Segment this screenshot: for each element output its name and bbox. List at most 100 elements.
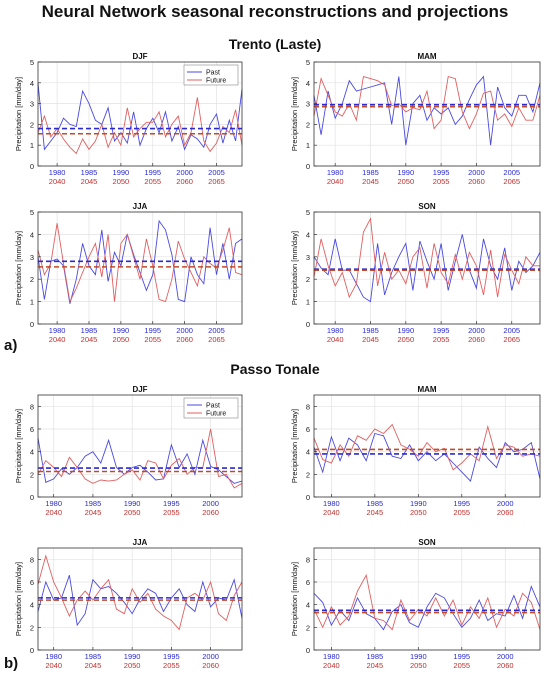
plot-area xyxy=(314,395,540,497)
x-tick-label-future: 2045 xyxy=(367,661,384,670)
x-tick-label-future: 2060 xyxy=(468,177,485,186)
x-tick-label-future: 2060 xyxy=(497,661,514,670)
x-tick-label-past: 1980 xyxy=(327,168,344,177)
chart-title: JJA xyxy=(133,202,148,211)
x-tick-label-future: 2060 xyxy=(497,508,514,517)
y-tick-label: 1 xyxy=(30,141,34,150)
y-tick-label: 4 xyxy=(306,79,310,88)
x-tick-label-future: 2060 xyxy=(176,177,193,186)
x-tick-label-past: 1990 xyxy=(397,326,414,335)
y-tick-label: 2 xyxy=(30,623,34,632)
x-tick-label-future: 2050 xyxy=(410,508,427,517)
y-tick-label: 2 xyxy=(30,470,34,479)
series-line-future xyxy=(37,428,243,489)
x-tick-label-past: 1990 xyxy=(410,652,427,661)
x-tick-label-past: 2000 xyxy=(176,326,193,335)
plot-area xyxy=(38,212,242,324)
x-tick-label-past: 1985 xyxy=(85,652,102,661)
x-tick-label-future: 2050 xyxy=(397,177,414,186)
series-line-future xyxy=(37,554,243,631)
y-tick-label: 1 xyxy=(306,298,310,307)
x-tick-label-future: 2040 xyxy=(323,661,340,670)
y-tick-label: 3 xyxy=(306,253,310,262)
y-tick-label: 2 xyxy=(30,120,34,129)
y-axis-label: Precipitation [mm/day] xyxy=(290,77,299,151)
y-tick-label: 8 xyxy=(30,402,34,411)
x-tick-label-past: 1995 xyxy=(163,652,180,661)
x-tick-label-past: 1985 xyxy=(362,326,379,335)
y-tick-label: 6 xyxy=(306,425,310,434)
x-tick-label-past: 1990 xyxy=(113,168,130,177)
x-tick-label-past: 1990 xyxy=(113,326,130,335)
y-tick-label: 3 xyxy=(306,100,310,109)
x-tick-label-future: 2065 xyxy=(208,335,225,344)
y-tick-label: 2 xyxy=(306,470,310,479)
x-tick-label-past: 1980 xyxy=(327,326,344,335)
site-title-passo-tonale: Passo Tonale xyxy=(230,361,320,377)
x-tick-label-past: 1985 xyxy=(81,326,98,335)
x-tick-label-future: 2055 xyxy=(433,177,450,186)
y-tick-label: 5 xyxy=(30,208,34,217)
x-tick-label-future: 2060 xyxy=(176,335,193,344)
x-tick-label-past: 1980 xyxy=(323,499,340,508)
y-tick-label: 0 xyxy=(306,320,310,329)
x-tick-label-future: 2040 xyxy=(323,508,340,517)
x-tick-label-past: 2005 xyxy=(208,326,225,335)
x-tick-label-past: 2000 xyxy=(176,168,193,177)
y-tick-label: 4 xyxy=(306,230,310,239)
y-axis-label: Precipitation [mm/day] xyxy=(14,231,23,305)
x-tick-label-past: 1980 xyxy=(45,499,62,508)
x-tick-label-future: 2040 xyxy=(49,335,66,344)
chart-title: JJA xyxy=(133,538,148,547)
chart-title: MAM xyxy=(417,52,436,61)
x-tick-label-future: 2050 xyxy=(124,661,141,670)
axes-frame xyxy=(37,211,243,325)
chart-title: SON xyxy=(418,538,436,547)
y-tick-label: 6 xyxy=(306,578,310,587)
y-tick-label: 5 xyxy=(306,58,310,67)
x-tick-label-past: 2000 xyxy=(468,326,485,335)
y-axis-label: Precipitation [mm/day] xyxy=(14,409,23,483)
x-tick-label-future: 2055 xyxy=(453,661,470,670)
x-tick-label-future: 2055 xyxy=(144,335,161,344)
x-tick-label-future: 2060 xyxy=(202,661,219,670)
legend-label-past: Past xyxy=(206,403,220,410)
x-tick-label-future: 2045 xyxy=(362,335,379,344)
x-tick-label-past: 2005 xyxy=(503,168,520,177)
x-tick-label-future: 2045 xyxy=(81,177,98,186)
y-tick-label: 0 xyxy=(30,493,34,502)
axes-frame xyxy=(37,61,243,167)
y-tick-label: 6 xyxy=(30,425,34,434)
y-tick-label: 8 xyxy=(306,402,310,411)
x-tick-label-past: 2000 xyxy=(202,499,219,508)
x-tick-label-future: 2040 xyxy=(45,661,62,670)
chart-title: SON xyxy=(418,202,436,211)
x-tick-label-past: 1990 xyxy=(410,499,427,508)
y-tick-label: 8 xyxy=(306,555,310,564)
x-tick-label-past: 1995 xyxy=(453,652,470,661)
chart-title: MAM xyxy=(417,385,436,394)
x-tick-label-future: 2055 xyxy=(453,508,470,517)
x-tick-label-future: 2045 xyxy=(85,661,102,670)
legend-label-past: Past xyxy=(206,70,220,77)
x-tick-label-future: 2045 xyxy=(81,335,98,344)
x-tick-label-future: 2060 xyxy=(202,508,219,517)
x-tick-label-past: 1985 xyxy=(367,652,384,661)
x-tick-label-past: 1985 xyxy=(362,168,379,177)
x-tick-label-future: 2045 xyxy=(85,508,102,517)
x-tick-label-future: 2055 xyxy=(433,335,450,344)
x-tick-label-past: 2000 xyxy=(497,652,514,661)
series-line-past xyxy=(37,219,243,304)
x-tick-label-past: 1985 xyxy=(85,499,102,508)
x-tick-label-past: 1980 xyxy=(49,326,66,335)
x-tick-label-past: 1980 xyxy=(49,168,66,177)
figure-title: Neural Network seasonal reconstructions … xyxy=(41,2,509,21)
series-line-past xyxy=(313,234,541,303)
